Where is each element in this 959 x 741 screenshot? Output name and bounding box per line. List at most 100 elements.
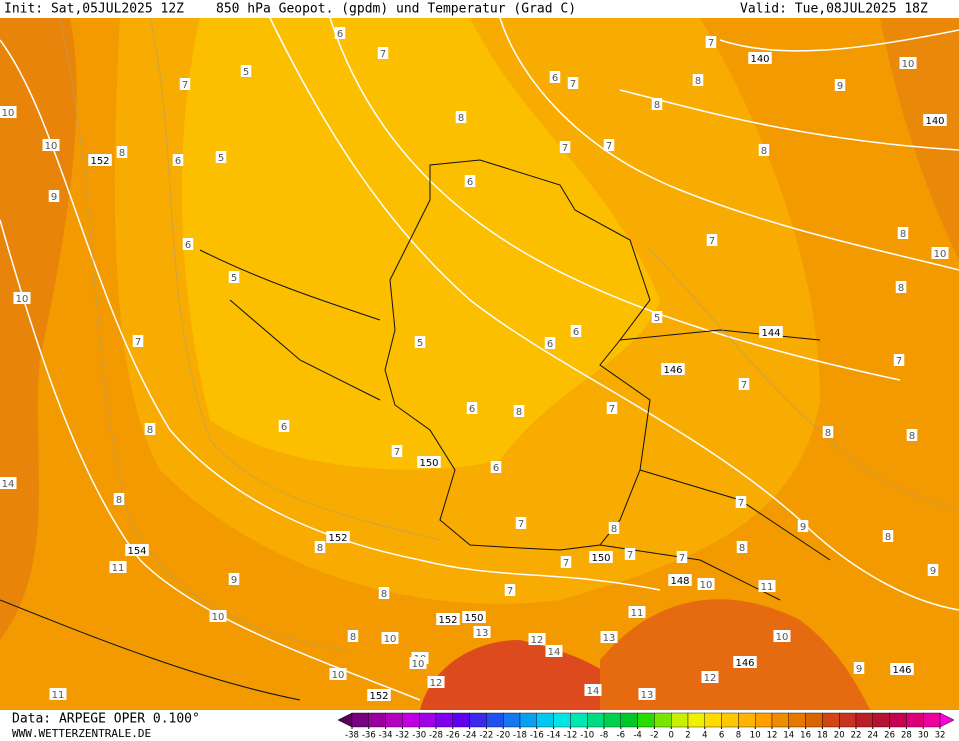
colorbar-box [486, 712, 504, 728]
isotherm-label-box [378, 587, 390, 599]
isotherm-label-box [334, 27, 346, 39]
isotherm-label: 11 [109, 561, 127, 574]
isotherm-label-box [381, 632, 399, 644]
isotherm-label-text: 5 [417, 338, 423, 349]
geopotential-label-box [367, 689, 391, 701]
isotherm-label: 7 [606, 402, 618, 415]
isotherm-label-text: 7 [738, 498, 744, 509]
isotherm-label: 5 [228, 271, 240, 284]
isotherm-label-text: 6 [337, 29, 343, 40]
isotherm-label-text: 10 [412, 659, 425, 670]
colorbar-tick-label: -10 [580, 731, 594, 741]
isotherm-label-text: 7 [518, 519, 524, 530]
isotherm-label-text: 11 [52, 690, 65, 701]
isotherm-label-box [738, 378, 750, 390]
isotherm-label: 14 [584, 684, 602, 697]
geopotential-label-text: 152 [438, 615, 457, 626]
colorbar-tick-label: -18 [513, 731, 527, 741]
isotherm-label: 10 [381, 632, 399, 645]
isotherm-label: 7 [738, 378, 750, 391]
website: WWW.WETTERZENTRALE.DE [12, 727, 151, 740]
isotherm-label-text: 8 [458, 113, 464, 124]
geopotential-label-text: 144 [761, 328, 780, 339]
colorbar-box [788, 712, 806, 728]
isotherm-label: 7 [515, 517, 527, 530]
colorbar-box [603, 712, 621, 728]
shade [0, 18, 77, 640]
colorbar-box [419, 712, 437, 728]
colorbar-tick-label: -20 [496, 731, 510, 741]
geopotential-label-text: 152 [90, 156, 109, 167]
isotherm-label: 5 [215, 151, 227, 164]
colorbar-arrow [939, 712, 955, 728]
colorbar-tick-label: -32 [395, 731, 409, 741]
geopotential-label-text: 146 [663, 365, 682, 376]
isotherm-label-box [228, 271, 240, 283]
geopotential-label-text: 146 [735, 658, 754, 669]
geopotential-label-text: 140 [750, 54, 769, 65]
isotherm-label-text: 6 [547, 339, 553, 350]
isotherm-label-box [455, 111, 467, 123]
colorbar-tick-label: 10 [750, 731, 761, 741]
colorbar-box [704, 712, 722, 728]
geopotential-label-box [890, 663, 914, 675]
colorbar-box [503, 712, 521, 728]
isotherm-label-text: 8 [119, 148, 125, 159]
valid-time: Valid: Tue,08JUL2025 18Z [740, 2, 928, 17]
isotherm-label-text: 6 [467, 177, 473, 188]
colorbar-tick-label: -24 [463, 731, 477, 741]
geopotential-label: 152 [88, 154, 112, 167]
isotherm-label: 8 [113, 493, 125, 506]
isotherm-label-box [513, 405, 525, 417]
geopotential-label: 144 [759, 326, 783, 339]
isotherm-label: 6 [278, 420, 290, 433]
isotherm-label-text: 9 [837, 81, 843, 92]
colorbar-box [755, 712, 773, 728]
isotherm-label-text: 6 [552, 73, 558, 84]
isotherm-label: 9 [228, 573, 240, 586]
isotherm-label-box [314, 541, 326, 553]
isotherm-label: 10 [773, 630, 791, 643]
isotherm-label-box [172, 154, 184, 166]
isotherm-label-text: 5 [654, 313, 660, 324]
geopotential-label-box [589, 551, 613, 563]
colorbar-box [435, 712, 453, 728]
geopotential-label-box [748, 52, 772, 64]
isotherm-label-box [897, 227, 909, 239]
isotherm-label-text: 8 [825, 428, 831, 439]
isotherm-label-box [240, 65, 252, 77]
isotherm-label: 10 [931, 247, 949, 260]
geopotential-label-box [88, 154, 112, 166]
isotherm-label-text: 10 [16, 294, 29, 305]
isotherm-label: 12 [528, 633, 546, 646]
colorbar-tick-label: -12 [563, 731, 577, 741]
colorbar-tick-label: 26 [884, 731, 895, 741]
isotherm-label-text: 7 [708, 38, 714, 49]
isotherm-label-text: 12 [704, 673, 717, 684]
isotherm-label-box [559, 141, 571, 153]
isotherm-label-text: 10 [45, 141, 58, 152]
isotherm-label-text: 7 [741, 380, 747, 391]
isotherm-label-text: 9 [800, 522, 806, 533]
isotherm-label: 10 [697, 578, 715, 591]
isotherm-label-text: 8 [116, 495, 122, 506]
isotherm-label: 12 [701, 671, 719, 684]
isotherm-label-box [109, 561, 127, 573]
isotherm-label: 7 [377, 47, 389, 60]
isotherm-label-box [473, 626, 491, 638]
isotherm-label: 8 [378, 587, 390, 600]
isotherm-label-box [490, 461, 502, 473]
isotherm-label-box [278, 420, 290, 432]
colorbar-box [654, 712, 672, 728]
isotherm-label-text: 10 [902, 59, 915, 70]
isotherm-label-box [701, 671, 719, 683]
isotherm-label: 7 [603, 139, 615, 152]
geopotential-label-text: 152 [328, 533, 347, 544]
isotherm-label: 6 [334, 27, 346, 40]
colorbar-box [587, 712, 605, 728]
colorbar-box [553, 712, 571, 728]
isotherm-label: 7 [391, 445, 403, 458]
geopotential-label-box [759, 326, 783, 338]
isotherm-label-box [0, 477, 17, 489]
isotherm-label-box [608, 522, 620, 534]
